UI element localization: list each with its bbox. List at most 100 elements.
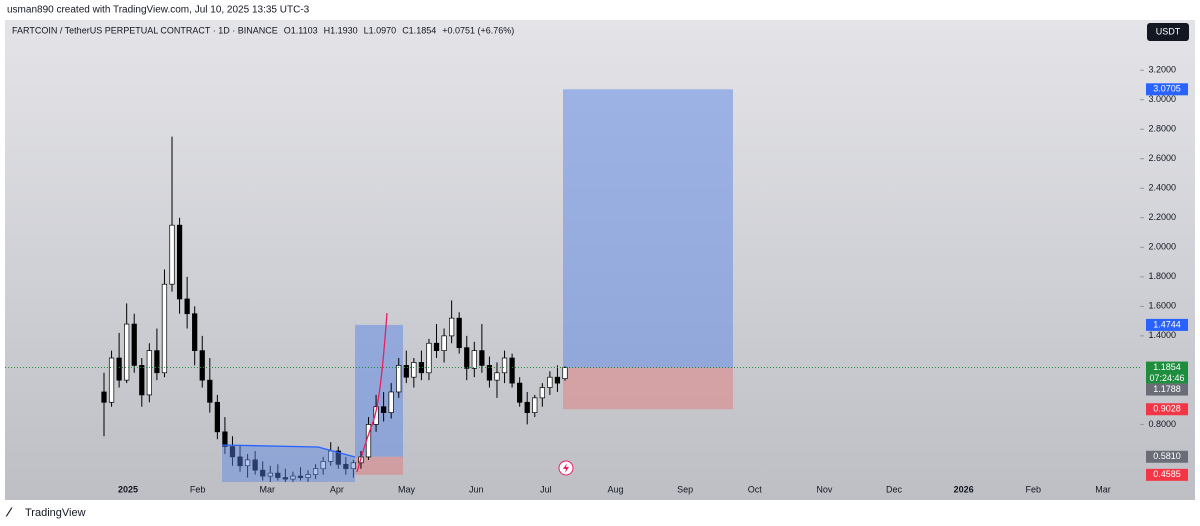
candle-body: [252, 459, 258, 471]
candle-body: [335, 450, 341, 465]
candle-body: [207, 379, 213, 403]
y-tick-label: 3.2000: [1148, 65, 1176, 75]
countdown-label: 07:24:46: [1149, 373, 1184, 383]
candle-body: [124, 323, 130, 381]
candle-body: [396, 365, 402, 393]
candle-body: [154, 350, 160, 374]
candle-body: [176, 224, 183, 300]
y-tick-label: 2.8000: [1148, 124, 1176, 134]
candle-body: [373, 406, 379, 425]
candle-body: [547, 376, 553, 388]
candle-body: [539, 387, 545, 399]
candle-body: [108, 357, 115, 403]
candle-body: [139, 365, 145, 396]
candle-body: [169, 224, 175, 285]
candle-body: [411, 362, 417, 378]
y-tick-label: 2.0000: [1148, 242, 1176, 252]
y-tick-label: 2.2000: [1148, 212, 1176, 222]
x-tick-label: 2026: [954, 484, 974, 494]
price-label: 0.5810: [1153, 451, 1181, 461]
y-tick-label: 2.4000: [1148, 183, 1176, 193]
price-label-box: [1146, 383, 1188, 396]
price-axis: 0.8000 1.4000 1.6000 1.8000 2.0000 2.2000 2.40…: [118, 65, 1188, 494]
price-label-box: [1146, 318, 1188, 331]
candle-body: [275, 472, 281, 478]
y-tick-label: 1.6000: [1148, 301, 1176, 311]
currency-label: USDT: [1156, 26, 1181, 36]
candle-body: [244, 459, 251, 467]
candle-body: [479, 350, 485, 366]
candle-body: [509, 357, 515, 384]
x-tick-label: Mar: [260, 484, 276, 494]
candle-body: [433, 342, 440, 351]
position-loss: [563, 367, 733, 410]
candle-body: [388, 391, 394, 413]
x-tick-label: Apr: [330, 484, 344, 494]
logo-mark: ⁄: [5, 504, 13, 519]
candle-body: [501, 357, 508, 374]
candle-body: [290, 475, 296, 480]
candle-body: [199, 350, 205, 381]
candle-body: [456, 317, 462, 349]
x-tick-label: Feb: [190, 484, 206, 494]
x-tick-label: Mar: [1095, 484, 1111, 494]
drawing-area: [222, 445, 355, 482]
candle-body: [161, 283, 168, 374]
candle-body: [260, 469, 266, 477]
legend-value: C1.1854: [402, 25, 436, 35]
position-profit: [563, 89, 733, 368]
x-tick-label: Oct: [748, 484, 763, 494]
candle-body: [343, 463, 349, 470]
candle-body: [192, 313, 198, 351]
price-label-box: [1146, 83, 1188, 96]
x-tick-label: Sep: [677, 484, 693, 494]
creator-note: usman890 created with TradingView.com, J…: [7, 5, 310, 16]
y-tick-label: 1.4000: [1148, 330, 1176, 340]
price-label-box: [1146, 450, 1188, 463]
candle-body: [350, 462, 357, 470]
candle-body: [267, 472, 273, 477]
candle-body: [297, 475, 304, 478]
candle-body: [101, 391, 107, 403]
legend-value: L1.0970: [364, 25, 397, 35]
price-label: 0.9028: [1153, 404, 1181, 414]
currency-button[interactable]: [1147, 23, 1189, 41]
candle-body: [184, 298, 190, 315]
ohlc-legend: O1.1103 H1.1930 L1.0970 C1.1854 +0.0751 (+6.…: [284, 25, 515, 35]
y-tick-label: 3.0000: [1148, 94, 1176, 104]
legend-value: O1.1103: [284, 25, 318, 35]
x-tick-label: Feb: [1026, 484, 1042, 494]
projection-line: [356, 312, 388, 473]
candle-body: [403, 365, 409, 378]
candle-body: [305, 474, 311, 478]
candle-body: [524, 401, 530, 413]
y-tick-label: 0.8000: [1148, 419, 1176, 429]
price-label: 3.0705: [1153, 84, 1181, 94]
candle-body: [464, 347, 470, 369]
candle-body: [471, 350, 477, 369]
last-price-label: 1.1854: [1153, 362, 1181, 372]
y-tick-label: 1.8000: [1148, 271, 1176, 281]
footer-logo: TradingView: [25, 507, 86, 519]
legend-value: +0.0751 (+6.76%): [442, 25, 514, 35]
candle-body: [486, 365, 493, 381]
x-tick-label: Aug: [607, 484, 623, 494]
candle-body: [517, 382, 523, 403]
x-tick-label: May: [398, 484, 416, 494]
x-tick-label: 2025: [118, 484, 138, 494]
candle-body: [449, 317, 455, 337]
y-tick-label: 2.6000: [1148, 153, 1176, 163]
last-price-box: [1146, 361, 1188, 384]
candle-body: [562, 367, 568, 379]
trend-line: [221, 444, 356, 458]
candle-body: [146, 350, 152, 396]
plot: [5, 89, 1140, 482]
candle-body: [441, 335, 447, 351]
price-label-box: [1146, 468, 1188, 481]
candle-body: [312, 468, 319, 475]
x-tick-label: Dec: [886, 484, 903, 494]
candle-body: [214, 401, 220, 433]
candle-body: [494, 372, 500, 381]
